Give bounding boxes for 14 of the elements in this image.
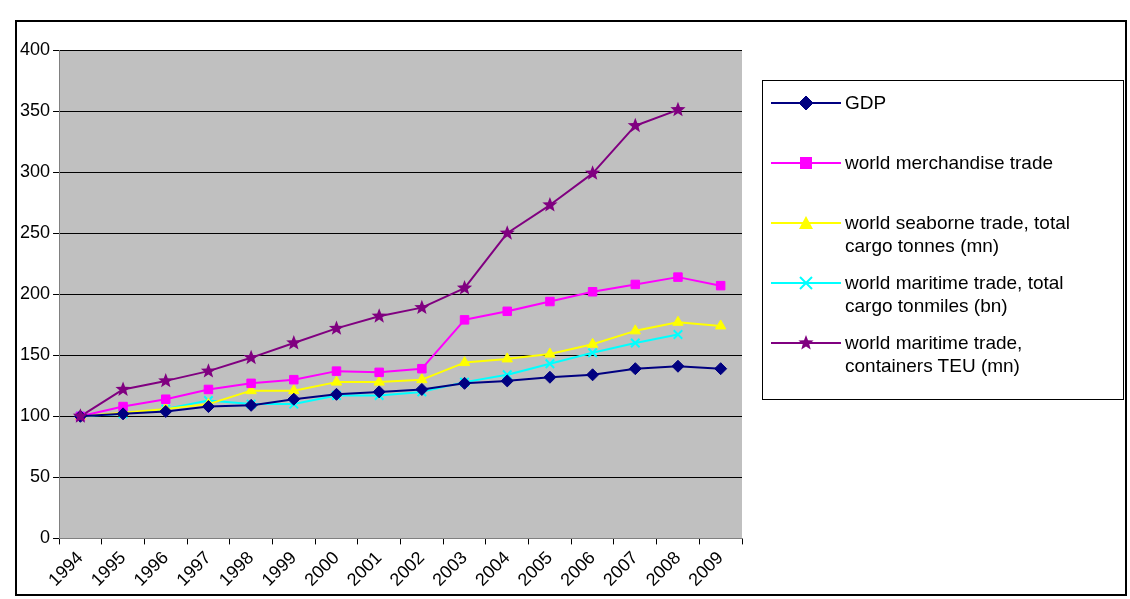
y-tick-label: 300 [19,161,51,182]
y-tick-label: 150 [19,344,51,365]
legend-label: world merchandise trade [845,151,1054,174]
y-tick-label: 0 [40,527,51,548]
y-tick-label: 250 [19,222,51,243]
legend-label: GDP [845,91,887,114]
legend-label: world maritime trade, containers TEU (mn) [845,331,1024,377]
y-tick-label: 400 [19,38,51,59]
legend-label: world maritime trade, total cargo tonmiles (bn) [845,271,1065,317]
y-tick-label: 200 [19,283,51,304]
y-tick-label: 350 [19,100,51,121]
legend-label: world seaborne trade, total cargo tonnes (mn) [845,211,1071,257]
y-tick-label: 100 [19,405,51,426]
y-tick-label: 50 [30,466,51,487]
